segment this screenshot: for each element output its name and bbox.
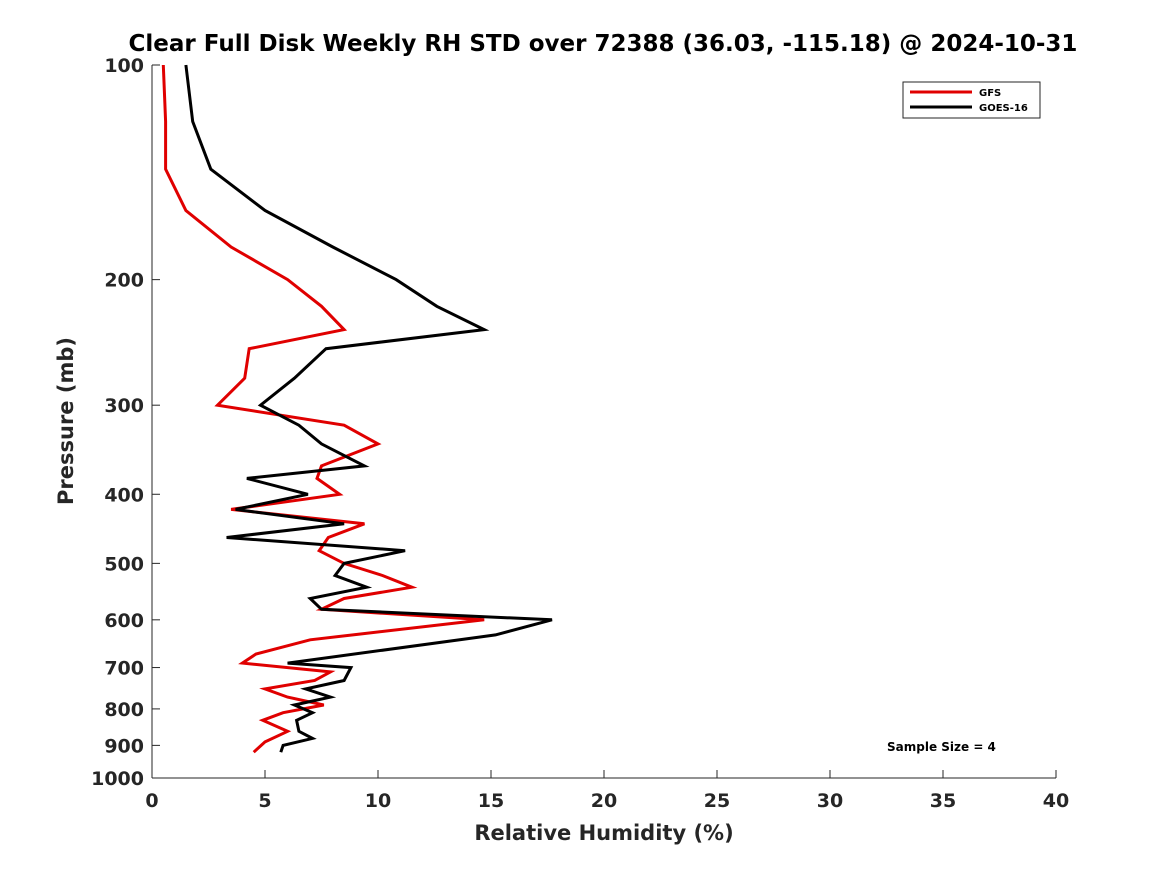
x-tick-label: 40 <box>1043 790 1069 812</box>
legend-label: GOES-16 <box>979 103 1028 114</box>
y-tick-label: 700 <box>104 658 144 680</box>
legend: GFS GOES-16 <box>902 81 1041 119</box>
sample-size-annotation: Sample Size = 4 <box>887 740 996 754</box>
series-line-gfs <box>161 64 485 754</box>
y-ticks: 100 200 300 400 500 600 700 800 900 1000 <box>91 55 160 790</box>
x-ticks: 0 5 10 15 20 25 30 35 40 <box>145 770 1069 812</box>
y-tick-label: 300 <box>104 395 144 417</box>
x-tick-label: 20 <box>591 790 617 812</box>
y-tick-label: 200 <box>104 270 144 292</box>
y-tick-label: 400 <box>104 484 144 506</box>
legend-box <box>902 81 1041 119</box>
x-tick-label: 15 <box>478 790 504 812</box>
y-tick-label: 100 <box>104 55 144 77</box>
x-tick-label: 35 <box>930 790 956 812</box>
series-line-goes-16 <box>184 64 553 753</box>
x-tick-label: 30 <box>817 790 843 812</box>
y-tick-label: 1000 <box>91 768 144 790</box>
y-tick-label: 500 <box>104 553 144 575</box>
series-lines <box>161 64 553 754</box>
x-tick-label: 5 <box>258 790 271 812</box>
x-tick-label: 10 <box>365 790 391 812</box>
chart-title: Clear Full Disk Weekly RH STD over 72388… <box>129 31 1078 57</box>
legend-label: GFS <box>979 88 1001 99</box>
x-axis-label: Relative Humidity (%) <box>474 821 733 845</box>
y-tick-label: 900 <box>104 735 144 757</box>
x-tick-label: 0 <box>145 790 158 812</box>
y-axis-label: Pressure (mb) <box>54 337 78 505</box>
y-tick-label: 800 <box>104 699 144 721</box>
y-tick-label: 600 <box>104 610 144 632</box>
x-tick-label: 25 <box>704 790 730 812</box>
